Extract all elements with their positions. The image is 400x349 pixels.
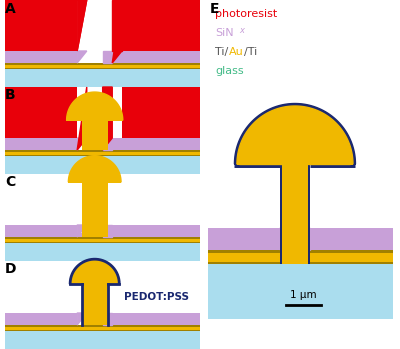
Bar bbox=[112, 51, 200, 63]
Polygon shape bbox=[234, 104, 356, 164]
Text: x: x bbox=[239, 26, 244, 35]
Polygon shape bbox=[103, 51, 112, 63]
Bar bbox=[208, 228, 280, 250]
Bar bbox=[5, 243, 200, 261]
Polygon shape bbox=[77, 225, 87, 237]
Bar bbox=[5, 51, 77, 63]
Polygon shape bbox=[288, 228, 310, 250]
Bar bbox=[82, 284, 108, 325]
Bar bbox=[5, 63, 200, 69]
Polygon shape bbox=[308, 159, 350, 164]
Bar bbox=[122, 0, 200, 51]
Bar bbox=[310, 228, 393, 250]
Polygon shape bbox=[280, 228, 302, 250]
Text: C: C bbox=[5, 175, 15, 189]
Text: photoresist: photoresist bbox=[215, 9, 277, 19]
Bar bbox=[5, 69, 200, 87]
Bar bbox=[112, 225, 200, 237]
Bar bbox=[282, 242, 308, 264]
Text: B: B bbox=[5, 88, 16, 102]
Bar bbox=[5, 150, 200, 151]
Bar bbox=[5, 325, 200, 331]
Bar bbox=[82, 182, 108, 237]
Bar bbox=[5, 155, 200, 156]
Bar bbox=[122, 87, 200, 138]
Polygon shape bbox=[112, 0, 122, 51]
Polygon shape bbox=[77, 51, 87, 63]
Bar bbox=[5, 233, 87, 237]
Polygon shape bbox=[103, 225, 112, 237]
Text: 1 μm: 1 μm bbox=[290, 290, 316, 300]
Bar bbox=[82, 120, 108, 150]
Bar bbox=[5, 150, 200, 156]
Bar bbox=[5, 87, 77, 138]
Bar bbox=[282, 142, 308, 242]
Bar bbox=[5, 138, 77, 150]
Bar bbox=[5, 331, 200, 349]
Bar bbox=[5, 63, 200, 65]
Text: Ti/: Ti/ bbox=[215, 47, 228, 57]
Bar bbox=[208, 264, 393, 319]
Polygon shape bbox=[77, 0, 87, 51]
Polygon shape bbox=[70, 259, 119, 284]
Polygon shape bbox=[103, 138, 112, 150]
Text: A: A bbox=[5, 2, 16, 16]
Text: Au: Au bbox=[229, 47, 244, 57]
Bar bbox=[5, 0, 77, 51]
Polygon shape bbox=[112, 0, 122, 63]
Bar bbox=[208, 250, 393, 252]
Bar bbox=[208, 250, 393, 264]
Text: SiN: SiN bbox=[215, 28, 234, 38]
Bar bbox=[5, 225, 77, 237]
Bar bbox=[208, 261, 393, 264]
Bar bbox=[5, 156, 200, 174]
Polygon shape bbox=[77, 138, 87, 150]
Text: glass: glass bbox=[215, 66, 244, 76]
Text: /Ti: /Ti bbox=[244, 47, 257, 57]
Bar bbox=[5, 313, 77, 325]
Bar bbox=[280, 142, 310, 264]
Polygon shape bbox=[67, 92, 123, 120]
Bar bbox=[5, 242, 200, 243]
Polygon shape bbox=[77, 0, 87, 51]
Polygon shape bbox=[103, 313, 112, 325]
Polygon shape bbox=[68, 156, 121, 182]
Text: D: D bbox=[5, 262, 16, 276]
Bar bbox=[5, 237, 200, 243]
Bar bbox=[5, 325, 200, 327]
Text: PEDOT:PSS: PEDOT:PSS bbox=[124, 292, 189, 302]
Polygon shape bbox=[237, 106, 353, 164]
Polygon shape bbox=[103, 87, 112, 150]
Polygon shape bbox=[77, 313, 87, 325]
Bar bbox=[5, 329, 200, 331]
Text: E: E bbox=[210, 2, 220, 16]
Polygon shape bbox=[240, 159, 282, 164]
Bar bbox=[5, 237, 200, 238]
Bar bbox=[112, 313, 200, 325]
Bar bbox=[5, 67, 200, 69]
Polygon shape bbox=[77, 87, 87, 150]
Bar bbox=[112, 138, 200, 150]
